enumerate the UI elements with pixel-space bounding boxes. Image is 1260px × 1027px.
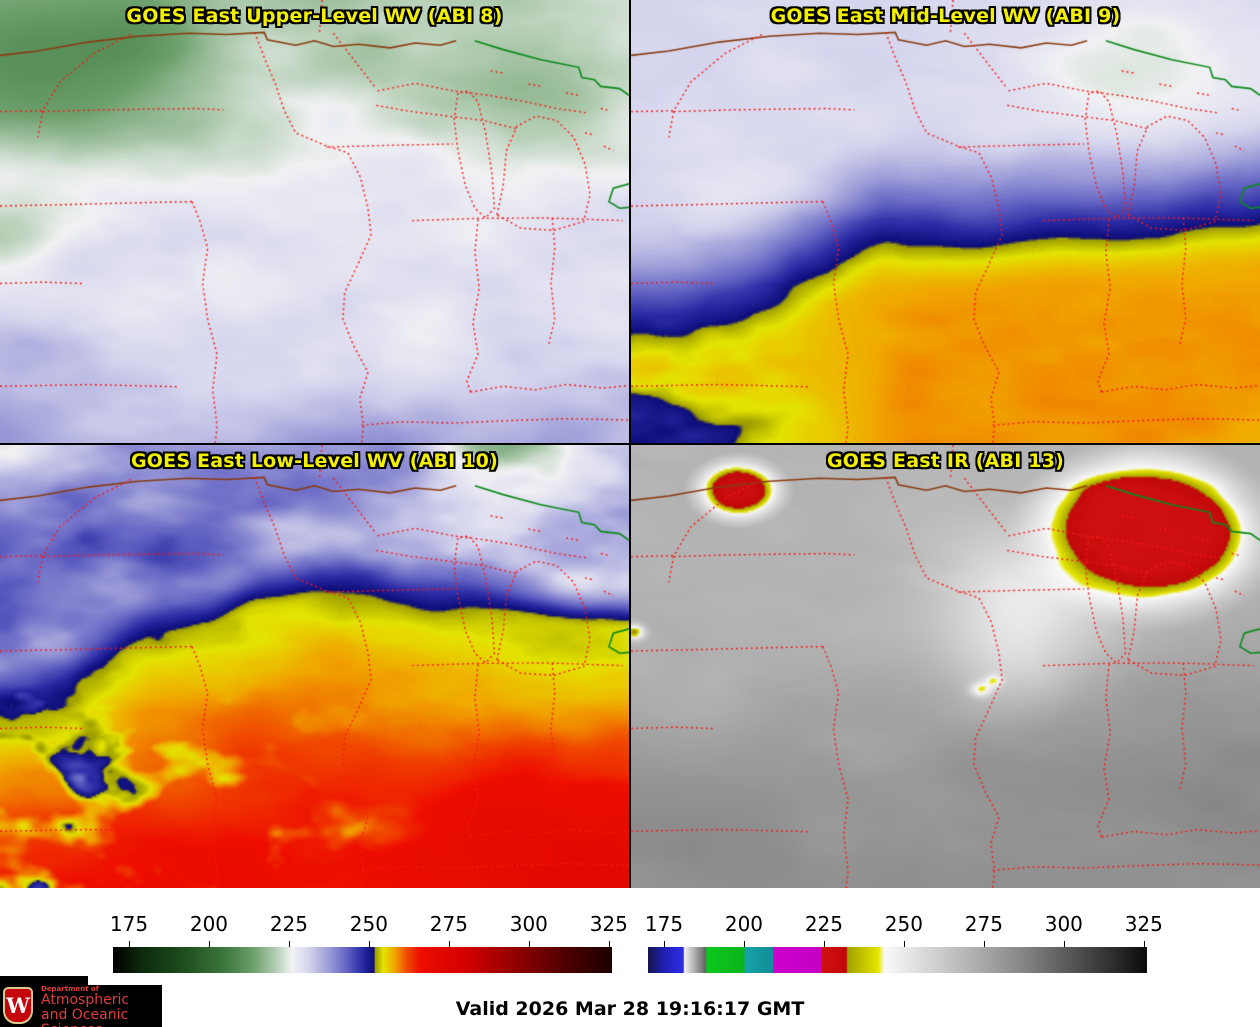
water-vapor-colorbar-gradient [113,947,612,973]
satellite-image-abi8 [0,0,629,443]
ir-colorbar-tick-label: 300 [1044,912,1083,936]
footer: 175 200 225 250 275 300 325 175 200 225 250 275 300… [0,888,1260,1027]
panel-title-abi8: GOES East Upper-Level WV (ABI 8) [126,5,503,27]
satellite-image-abi13 [631,445,1260,888]
logo-text: Department of Atmospheric and Oceanic Sc… [41,985,162,1027]
water-vapor-colorbar-tick [208,941,210,947]
crest-letter: W [6,993,30,1018]
water-vapor-colorbar-tick-label: 200 [189,912,229,936]
panel-abi13: GOES East IR (ABI 13) [631,445,1260,888]
water-vapor-colorbar-tick [288,941,290,947]
ir-colorbar-tick-label: 225 [804,912,844,936]
water-vapor-colorbar-tick [448,941,450,947]
water-vapor-colorbar-tick-label: 250 [349,912,388,936]
panel-title-abi9: GOES East Mid-Level WV (ABI 9) [770,5,1121,27]
valid-timestamp: Valid 2026 Mar 28 19:16:17 GMT [455,998,805,1020]
ir-colorbar-tick-label: 325 [1124,912,1163,936]
water-vapor-colorbar-tick-label: 175 [109,912,149,936]
ir-colorbar-tick [903,941,905,947]
ir-colorbar-tick [983,941,985,947]
ir-colorbar-tick-label: 250 [884,912,923,936]
panel-abi8: GOES East Upper-Level WV (ABI 8) [0,0,629,443]
logo-tab [0,976,88,985]
panel-title-abi13: GOES East IR (ABI 13) [826,450,1065,472]
water-vapor-colorbar-tick [368,941,370,947]
logo-line-1: Atmospheric [41,992,130,1009]
water-vapor-colorbar-tick-label: 325 [589,912,628,936]
water-vapor-colorbar-tick [608,941,610,947]
ir-colorbar-tick-label: 275 [964,912,1003,936]
panel-title-abi10: GOES East Low-Level WV (ABI 10) [131,450,498,472]
ir-colorbar-tick [823,941,825,947]
uw-crest-icon: W [3,987,33,1024]
ir-colorbar-tick [663,941,665,947]
water-vapor-colorbar-tick-label: 225 [269,912,309,936]
panel-abi10: GOES East Low-Level WV (ABI 10) [0,445,629,888]
uw-aos-logo: W Department of Atmospheric and Oceanic … [0,985,162,1027]
satellite-image-abi9 [631,0,1260,443]
panel-abi9: GOES East Mid-Level WV (ABI 9) [631,0,1260,443]
water-vapor-colorbar-tick [128,941,130,947]
ir-colorbar-gradient [648,947,1147,973]
water-vapor-colorbar-tick-label: 300 [509,912,548,936]
ir-colorbar-tick [1063,941,1065,947]
panel-grid: GOES East Upper-Level WV (ABI 8) GOES Ea… [0,0,1260,888]
logo-department-line: Department of [41,985,99,993]
ir-colorbar-tick-label: 200 [724,912,764,936]
logo-line-2: and Oceanic Sciences [41,1007,129,1027]
water-vapor-colorbar-tick [528,941,530,947]
satellite-image-abi10 [0,445,629,888]
ir-colorbar-tick [1143,941,1145,947]
ir-colorbar-tick [743,941,745,947]
ir-colorbar-tick-label: 175 [644,912,684,936]
water-vapor-colorbar-tick-label: 275 [429,912,468,936]
